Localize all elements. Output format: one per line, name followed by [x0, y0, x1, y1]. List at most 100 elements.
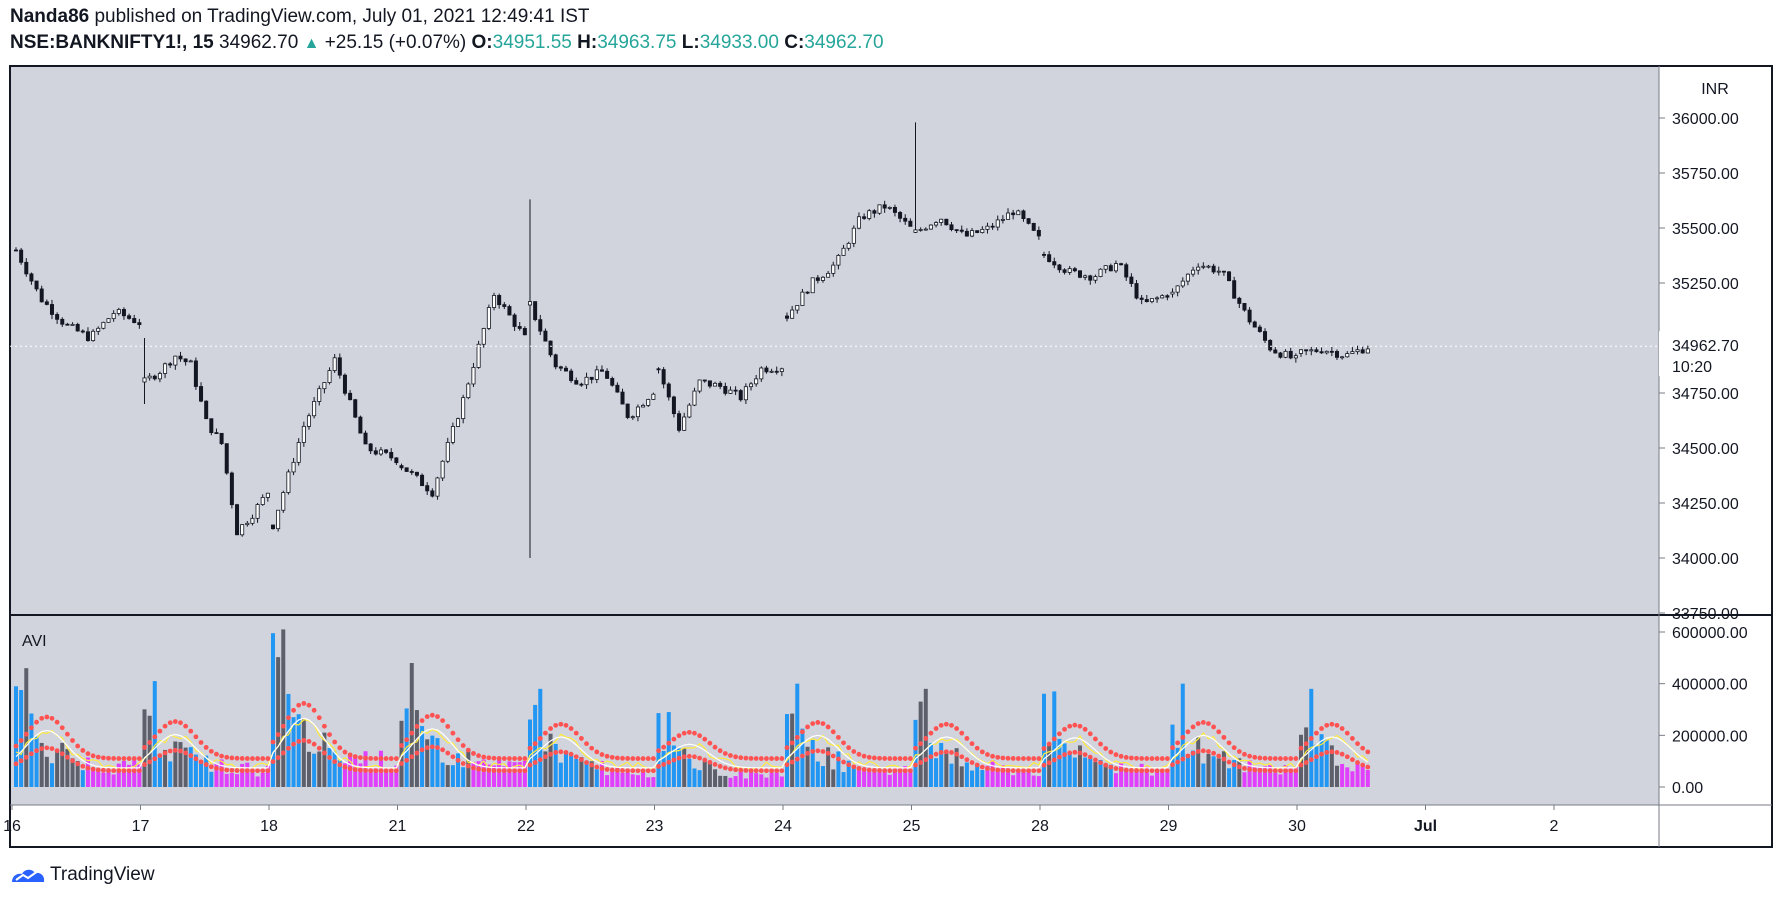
- avg-red-lower-dot: [1293, 768, 1299, 774]
- time-tick-label: 28: [1031, 818, 1049, 835]
- avg-red-lower-dot: [794, 756, 800, 762]
- volume-bar: [749, 769, 754, 787]
- avg-red-lower-dot: [871, 767, 877, 773]
- avg-red-upper-dot: [1344, 730, 1350, 736]
- avg-red-lower-dot: [357, 767, 363, 773]
- volume-bar: [964, 762, 969, 787]
- avg-red-upper-dot: [764, 756, 769, 761]
- avg-red-lower-dot: [548, 751, 553, 757]
- avg-red-upper-dot: [162, 723, 168, 729]
- avg-red-upper-dot: [1175, 740, 1181, 746]
- volume-bar: [671, 745, 676, 787]
- price-tick-label: 33750.00: [1672, 606, 1739, 623]
- avg-red-upper-dot: [404, 737, 410, 743]
- avg-red-upper-dot: [1041, 746, 1047, 751]
- avg-red-lower-dot: [18, 758, 24, 764]
- candle-body: [666, 383, 671, 398]
- volume-bar: [1083, 757, 1088, 787]
- price-tick-label: 35500.00: [1672, 221, 1739, 238]
- symbol-name[interactable]: NSE:BANKNIFTY1!, 15: [10, 32, 214, 53]
- avg-red-upper-dot: [686, 729, 692, 735]
- publisher-name[interactable]: Nanda86: [10, 6, 90, 27]
- avg-red-lower-dot: [1139, 768, 1145, 774]
- volume-bar: [111, 774, 116, 787]
- candle-body: [728, 389, 733, 394]
- avg-red-upper-dot: [836, 734, 841, 740]
- avg-red-lower-dot: [100, 767, 106, 773]
- avg-red-lower-dot: [990, 767, 995, 772]
- volume-bar: [975, 763, 980, 787]
- candle-body: [337, 357, 342, 376]
- avg-red-upper-dot: [558, 721, 564, 727]
- avg-red-lower-dot: [650, 768, 656, 774]
- avg-red-lower-dot: [208, 764, 214, 770]
- avg-red-upper-dot: [1216, 729, 1222, 735]
- avg-red-upper-dot: [368, 755, 374, 761]
- avg-red-upper-dot: [399, 743, 404, 748]
- volume-bar: [337, 760, 342, 787]
- candle-body: [240, 524, 245, 536]
- avg-red-upper-dot: [116, 756, 122, 761]
- avg-red-lower-dot: [275, 755, 281, 760]
- avg-red-lower-dot: [1118, 767, 1124, 772]
- candle-body: [563, 367, 568, 372]
- avg-red-lower-dot: [764, 768, 769, 774]
- candle-body: [1283, 350, 1288, 358]
- candle-body: [558, 366, 563, 369]
- volume-bar: [384, 769, 389, 787]
- avg-red-upper-dot: [1226, 740, 1232, 746]
- avg-red-upper-dot: [373, 756, 379, 761]
- volume-bar: [528, 719, 532, 787]
- avg-red-upper-dot: [1087, 731, 1093, 737]
- avg-red-lower-dot: [1164, 768, 1170, 774]
- candle-body: [1165, 295, 1170, 298]
- avg-red-upper-dot: [383, 756, 389, 761]
- avg-red-upper-dot: [152, 734, 158, 740]
- avg-red-lower-dot: [1242, 765, 1247, 771]
- candle-body: [199, 386, 204, 402]
- avg-red-upper-dot: [974, 745, 980, 751]
- volume-bar: [785, 714, 789, 787]
- volume-bar: [450, 765, 455, 787]
- avg-red-upper-dot: [275, 732, 281, 738]
- avg-red-upper-dot: [856, 751, 862, 757]
- candle-body: [656, 368, 661, 371]
- avg-red-upper-dot: [327, 732, 332, 738]
- avg-red-upper-dot: [969, 741, 975, 747]
- avg-red-lower-dot: [239, 768, 245, 774]
- avg-red-upper-dot: [825, 724, 831, 730]
- candle-body: [60, 318, 65, 325]
- avg-red-lower-dot: [748, 768, 754, 774]
- avg-red-lower-dot: [1221, 756, 1227, 762]
- avg-red-upper-dot: [563, 722, 569, 728]
- avg-red-upper-dot: [1206, 721, 1211, 727]
- avg-red-lower-dot: [1072, 749, 1078, 755]
- candle-body: [1170, 291, 1175, 295]
- volume-bar: [235, 774, 240, 787]
- avg-red-upper-dot: [800, 729, 805, 735]
- volume-bar: [199, 759, 204, 787]
- avg-red-lower-dot: [753, 768, 759, 774]
- volume-bar: [944, 750, 949, 787]
- avg-red-upper-dot: [183, 723, 189, 729]
- avg-red-lower-dot: [106, 768, 111, 773]
- volume-bar: [579, 757, 584, 787]
- avg-red-lower-dot: [1206, 749, 1211, 754]
- candle-body: [353, 399, 358, 418]
- avg-red-lower-dot: [1324, 750, 1330, 755]
- candle-body: [1211, 265, 1216, 273]
- avg-red-upper-dot: [609, 754, 615, 760]
- tradingview-brand[interactable]: TradingView: [10, 864, 155, 886]
- avg-red-upper-dot: [1139, 756, 1145, 761]
- avg-red-upper-dot: [938, 722, 944, 728]
- high-value: 34963.75: [597, 32, 677, 53]
- avg-red-lower-dot: [429, 744, 435, 750]
- avg-red-upper-dot: [311, 707, 317, 713]
- avg-red-lower-dot: [142, 762, 147, 767]
- candle-body: [754, 378, 759, 385]
- volume-bar: [558, 762, 563, 787]
- avg-red-lower-dot: [635, 768, 641, 774]
- avg-red-lower-dot: [455, 757, 461, 763]
- avg-red-upper-dot: [1108, 749, 1114, 755]
